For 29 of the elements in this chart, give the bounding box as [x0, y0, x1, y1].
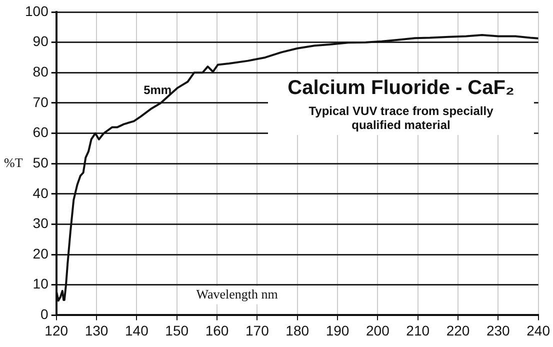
x-tick-label: 130: [84, 322, 108, 338]
text: Typical VUV trace from specially qualified material: [308, 104, 494, 132]
y-tick-label: 10: [32, 276, 49, 292]
x-tick-label: 150: [165, 322, 189, 338]
y-tick-label: 80: [32, 64, 49, 80]
x-tick-label: 180: [286, 322, 310, 338]
y-tick-label: 20: [32, 245, 49, 262]
y-tick-label: 100: [25, 2, 49, 19]
y-tick-label: 70: [32, 94, 49, 110]
y-tick-label: 40: [32, 184, 49, 201]
x-tick-label: 200: [366, 322, 390, 338]
x-tick-label: 220: [446, 322, 470, 338]
y-tick-label: 90: [32, 33, 49, 50]
x-tick-label: 170: [245, 322, 270, 338]
y-tick-label: 60: [32, 124, 49, 140]
y-tick-label: 50: [32, 154, 49, 170]
y-tick-label: 30: [32, 215, 49, 232]
y-axis-title: %T: [4, 155, 23, 170]
x-tick-label: 120: [44, 322, 68, 338]
x-tick-label: 230: [486, 322, 510, 338]
annotation: 5mm: [144, 83, 172, 98]
x-tick-label: 190: [326, 322, 350, 338]
x-tick-label: 210: [406, 322, 430, 338]
text: Calcium Fluoride - CaF₂: [286, 77, 516, 100]
x-tick-label: 240: [526, 322, 550, 338]
x-tick-label: 140: [125, 322, 149, 338]
x-tick-label: 160: [205, 322, 229, 338]
x-axis-title: Wavelength nm: [196, 286, 278, 302]
y-tick-label: 0: [40, 306, 49, 322]
